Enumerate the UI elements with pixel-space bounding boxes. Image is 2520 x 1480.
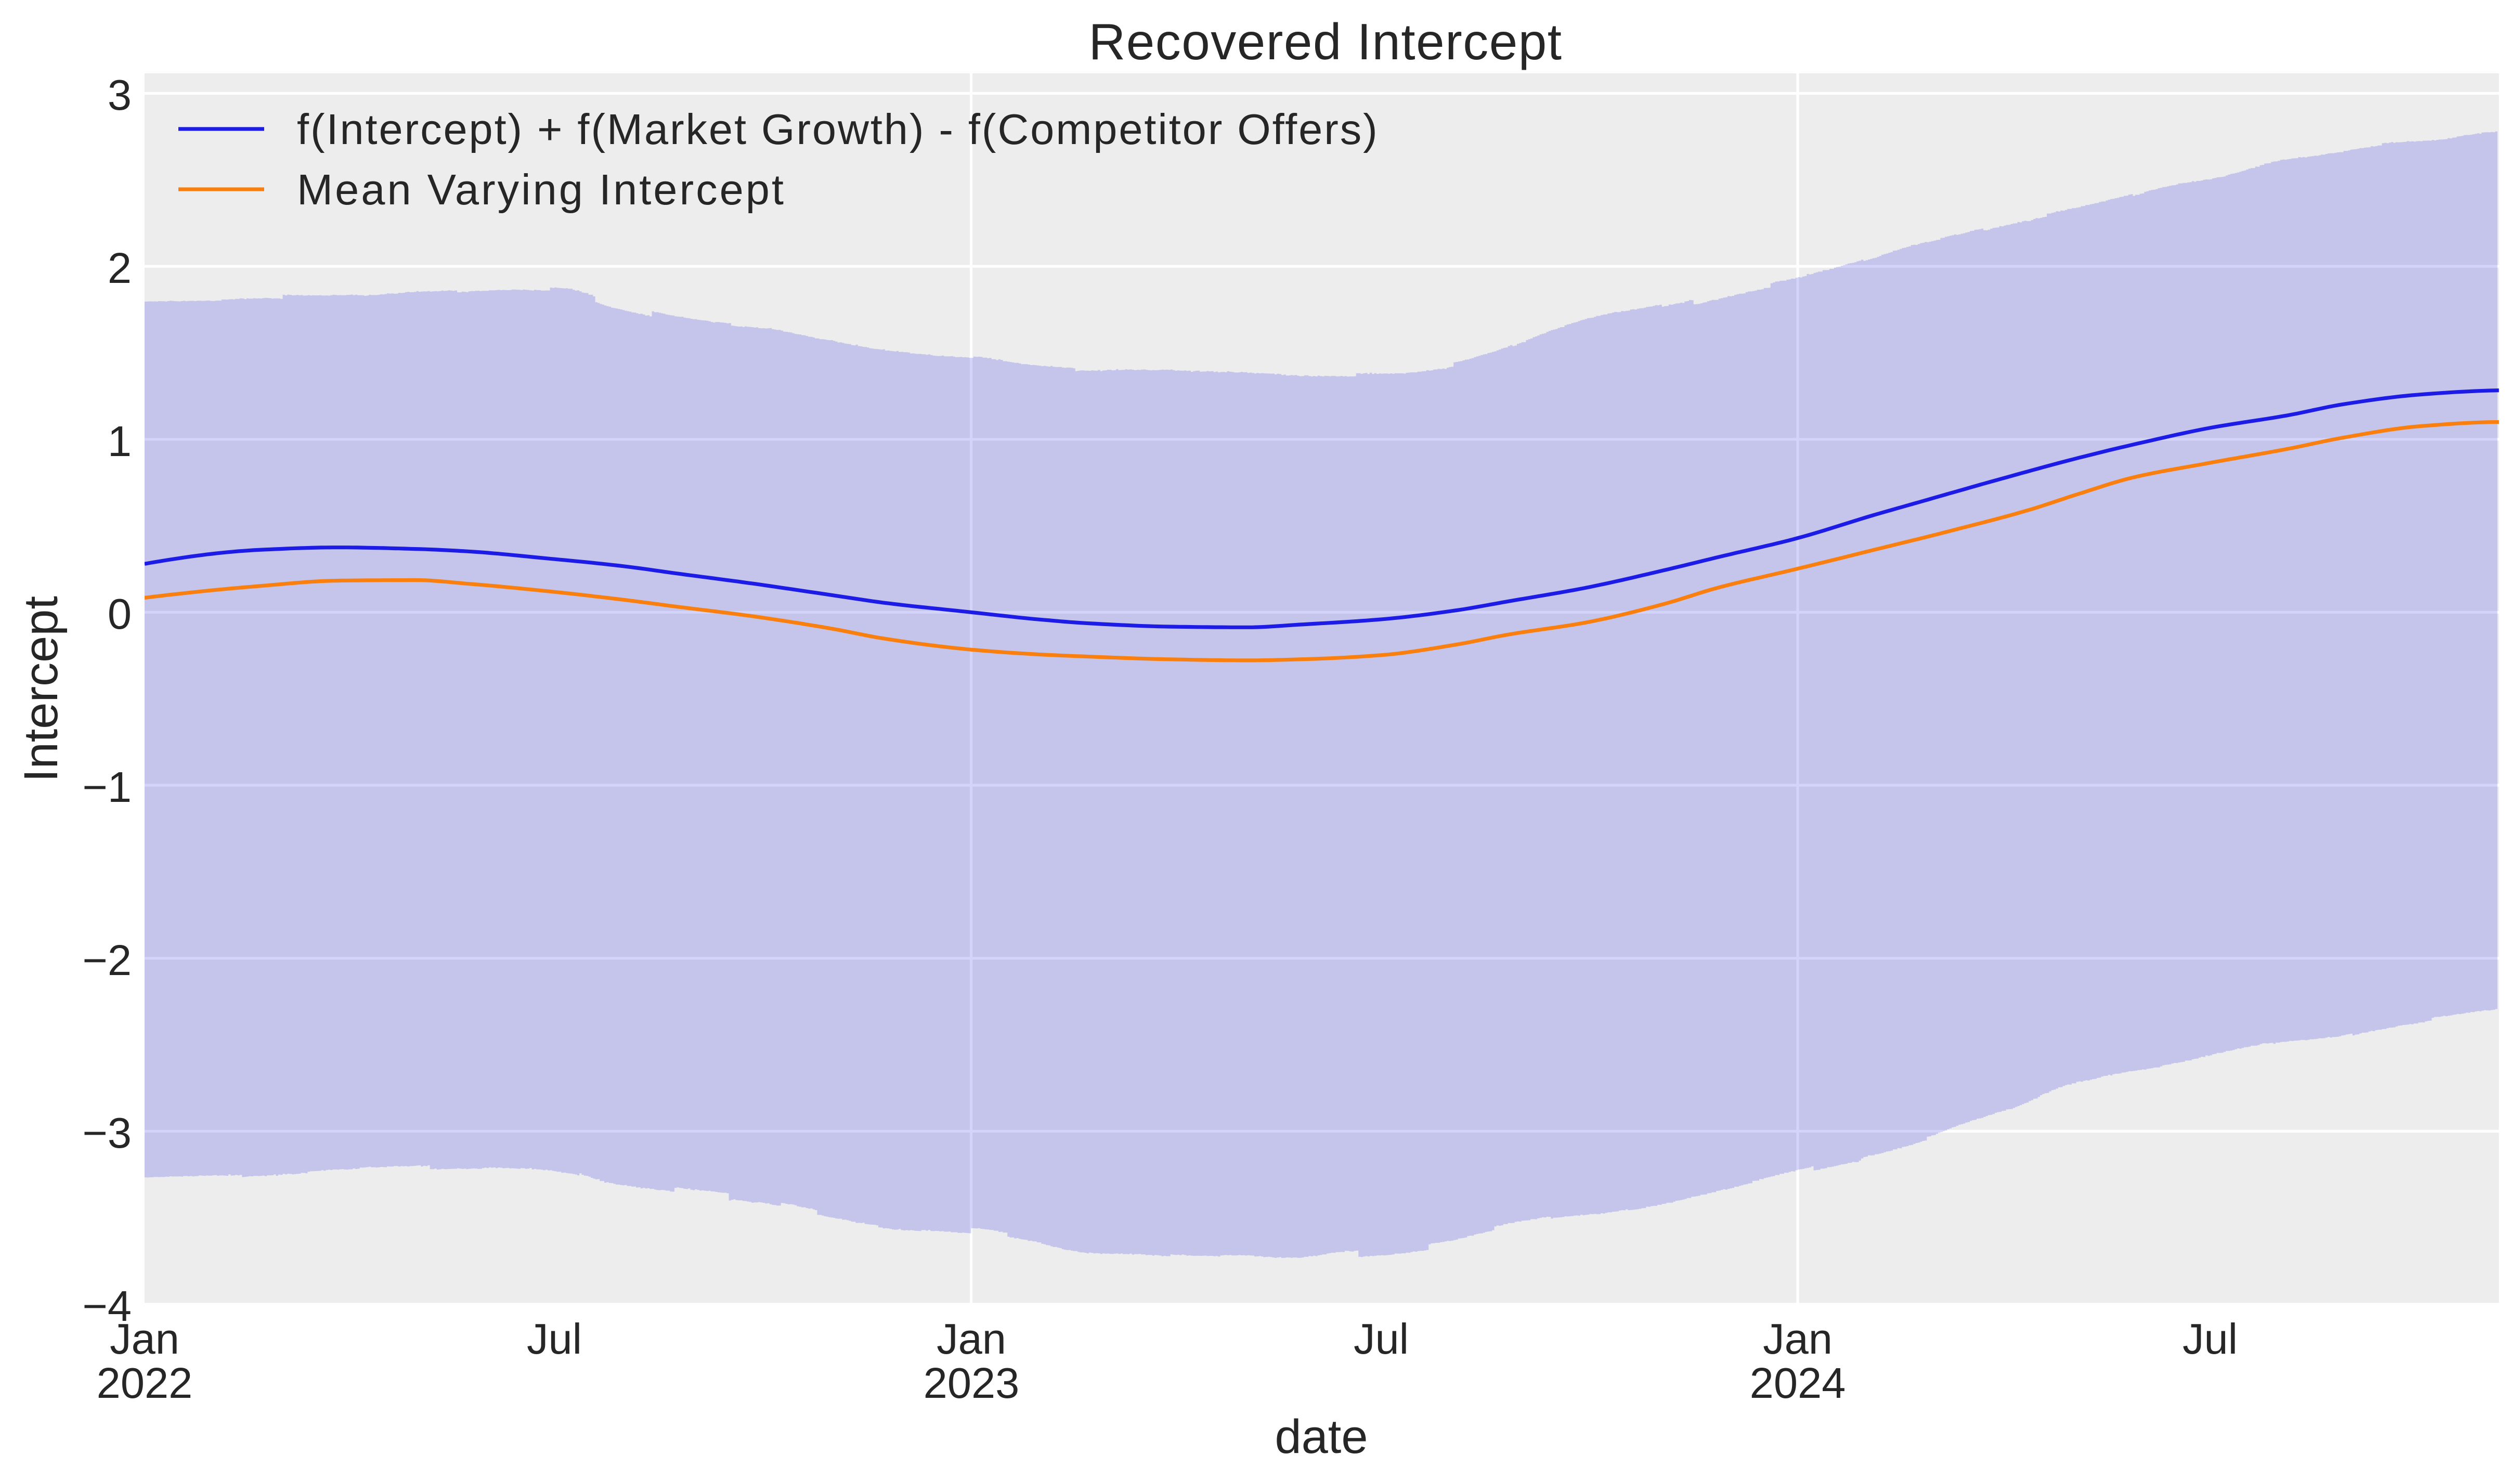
svg-text:2023: 2023 — [924, 1359, 1020, 1407]
svg-text:0: 0 — [108, 590, 132, 638]
svg-text:−2: −2 — [82, 936, 132, 984]
svg-text:Jul: Jul — [527, 1315, 582, 1363]
svg-text:f(Intercept) + f(Market Growth: f(Intercept) + f(Market Growth) - f(Comp… — [297, 105, 1379, 153]
svg-text:Mean Varying Intercept: Mean Varying Intercept — [297, 165, 786, 214]
svg-text:2022: 2022 — [97, 1359, 193, 1407]
svg-text:Jan: Jan — [110, 1315, 179, 1363]
svg-text:3: 3 — [108, 71, 132, 119]
svg-text:−4: −4 — [82, 1282, 132, 1330]
svg-text:Intercept: Intercept — [15, 596, 68, 782]
svg-text:Jan: Jan — [1763, 1315, 1833, 1363]
svg-text:−3: −3 — [82, 1109, 132, 1157]
svg-text:1: 1 — [108, 417, 132, 465]
svg-text:−1: −1 — [82, 763, 132, 811]
svg-text:Jul: Jul — [2183, 1315, 2238, 1363]
svg-text:2024: 2024 — [1750, 1359, 1846, 1407]
svg-text:Recovered Intercept: Recovered Intercept — [1089, 13, 1563, 70]
svg-text:Jan: Jan — [937, 1315, 1006, 1363]
svg-text:Jul: Jul — [1354, 1315, 1409, 1363]
svg-text:date: date — [1275, 1410, 1368, 1463]
svg-text:2: 2 — [108, 244, 132, 292]
